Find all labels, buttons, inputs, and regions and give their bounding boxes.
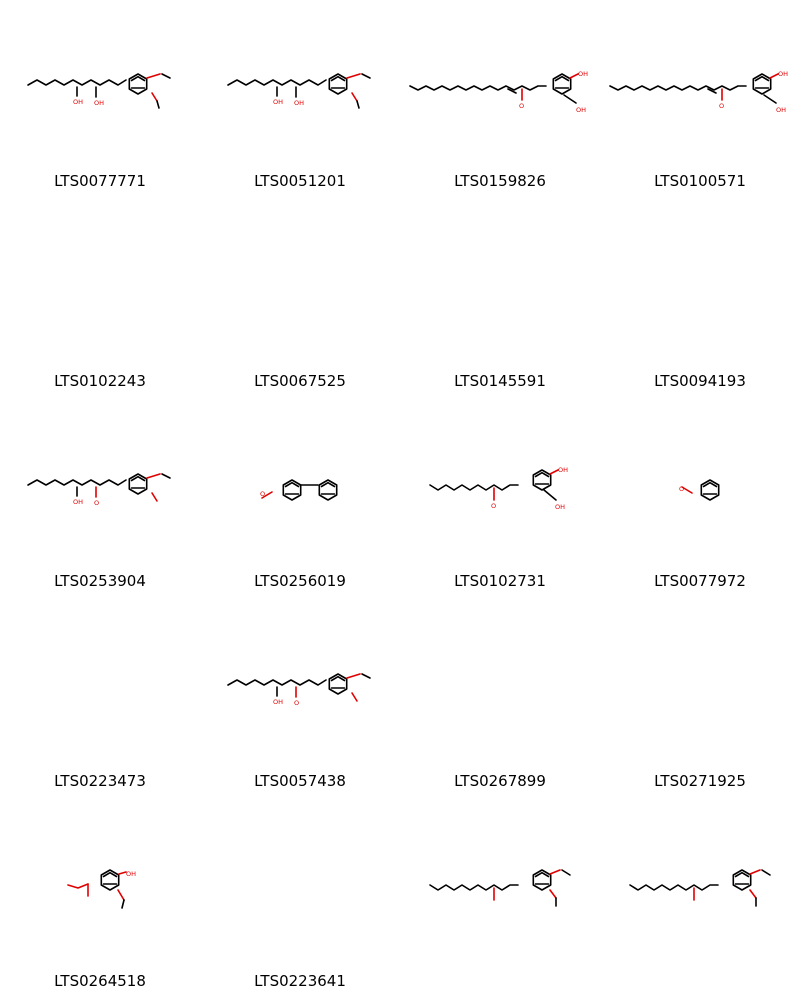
structure-drawing bbox=[0, 600, 200, 760]
molecule-cell: LTS0223473 bbox=[0, 600, 200, 800]
molecule-cell: LTS0077972 bbox=[600, 400, 800, 600]
molecule-cell: LTS0256019 bbox=[200, 400, 400, 600]
structure-drawing bbox=[400, 400, 600, 560]
molecule-id: LTS0223473 bbox=[54, 772, 146, 790]
molecule-id: LTS0159826 bbox=[454, 172, 546, 190]
molecule-cell: LTS0057438 bbox=[200, 600, 400, 800]
molecule-cell: LTS0077771 bbox=[0, 0, 200, 200]
molecule-id: LTS0271925 bbox=[654, 772, 746, 790]
molecule-id: LTS0267899 bbox=[454, 772, 546, 790]
structure-drawing bbox=[400, 600, 600, 760]
structure-drawing bbox=[400, 200, 600, 360]
structure-drawing bbox=[600, 200, 800, 360]
molecule-cell: LTS0271925 bbox=[600, 600, 800, 800]
molecule-id: LTS0100571 bbox=[654, 172, 746, 190]
molecule-id: LTS0223641 bbox=[254, 972, 346, 990]
structure-drawing bbox=[200, 400, 400, 560]
molecule-id: LTS0145591 bbox=[454, 372, 546, 390]
molecule-cell: LTS0145591 bbox=[400, 200, 600, 400]
molecule-id: LTS0057438 bbox=[254, 772, 346, 790]
molecule-id: LTS0102243 bbox=[54, 372, 146, 390]
structure-drawing bbox=[600, 600, 800, 760]
molecule-cell: LTS0067525 bbox=[200, 200, 400, 400]
structure-drawing bbox=[200, 800, 400, 960]
molecule-cell: LTS0264518 bbox=[0, 800, 200, 1000]
structure-drawing bbox=[200, 600, 400, 760]
structure-drawing bbox=[400, 0, 600, 160]
molecule-id: LTS0264518 bbox=[54, 972, 146, 990]
molecule-id: LTS0102731 bbox=[454, 572, 546, 590]
structure-drawing bbox=[600, 400, 800, 560]
molecule-id: LTS0253904 bbox=[54, 572, 146, 590]
molecule-cell: LTS0051201 bbox=[200, 0, 400, 200]
molecule-id: LTS0256019 bbox=[254, 572, 346, 590]
structure-drawing bbox=[0, 400, 200, 560]
molecule-id: LTS0077972 bbox=[654, 572, 746, 590]
structure-drawing bbox=[0, 200, 200, 360]
molecule-cell: LTS0100571 bbox=[600, 0, 800, 200]
molecule-id: LTS0067525 bbox=[254, 372, 346, 390]
molecule-cell: LTS0159826 bbox=[400, 0, 600, 200]
structure-drawing bbox=[0, 0, 200, 160]
structure-drawing bbox=[600, 0, 800, 160]
structure-drawing bbox=[0, 800, 200, 960]
molecule-cell: LTS0223641 bbox=[200, 800, 400, 1000]
molecule-id: LTS0094193 bbox=[654, 372, 746, 390]
molecule-cell: LTS0102243 bbox=[0, 200, 200, 400]
structure-drawing bbox=[200, 0, 400, 160]
structure-drawing bbox=[200, 200, 400, 360]
molecule-cell: LTS0102731 bbox=[400, 400, 600, 600]
molecule-cell: LTS0267899 bbox=[400, 600, 600, 800]
molecule-cell: LTS0253904 bbox=[0, 400, 200, 600]
molecule-id: LTS0077771 bbox=[54, 172, 146, 190]
molecule-cell: LTS0094193 bbox=[600, 200, 800, 400]
molecule-id: LTS0051201 bbox=[254, 172, 346, 190]
